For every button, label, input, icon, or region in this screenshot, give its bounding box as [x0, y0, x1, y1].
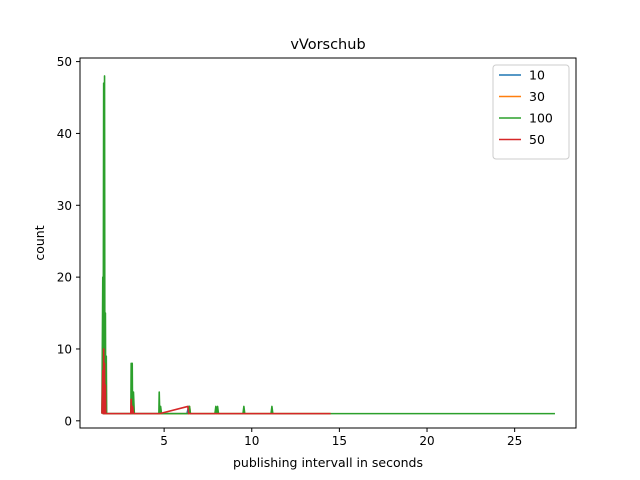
x-tick-label: 5 [160, 434, 168, 448]
plot-area [101, 75, 555, 415]
chart-title: vVorschub [290, 37, 365, 53]
x-tick-label: 10 [244, 434, 259, 448]
y-tick-label: 50 [57, 55, 72, 69]
y-tick-label: 20 [57, 271, 72, 285]
y-tick-label: 40 [57, 127, 72, 141]
plot-frame [79, 57, 577, 429]
legend-label-10: 10 [529, 68, 545, 83]
legend-label-50: 50 [529, 132, 545, 147]
y-axis-label: count [32, 225, 47, 260]
y-tick-label: 0 [64, 414, 72, 428]
legend: 10 30 100 50 [492, 64, 570, 160]
x-tick-label: 25 [507, 434, 522, 448]
x-tick-label: 20 [419, 434, 434, 448]
series-line-50 [101, 348, 331, 415]
legend-label-30: 30 [529, 89, 545, 104]
legend-box [492, 64, 570, 160]
x-tick-label: 15 [332, 434, 347, 448]
y-tick-label: 10 [57, 342, 72, 356]
x-axis-label: publishing intervall in seconds [233, 455, 423, 470]
axes: 5 10 15 20 25 0 10 20 30 40 50 [57, 55, 523, 448]
y-tick-label: 30 [57, 199, 72, 213]
legend-label-100: 100 [529, 111, 553, 126]
